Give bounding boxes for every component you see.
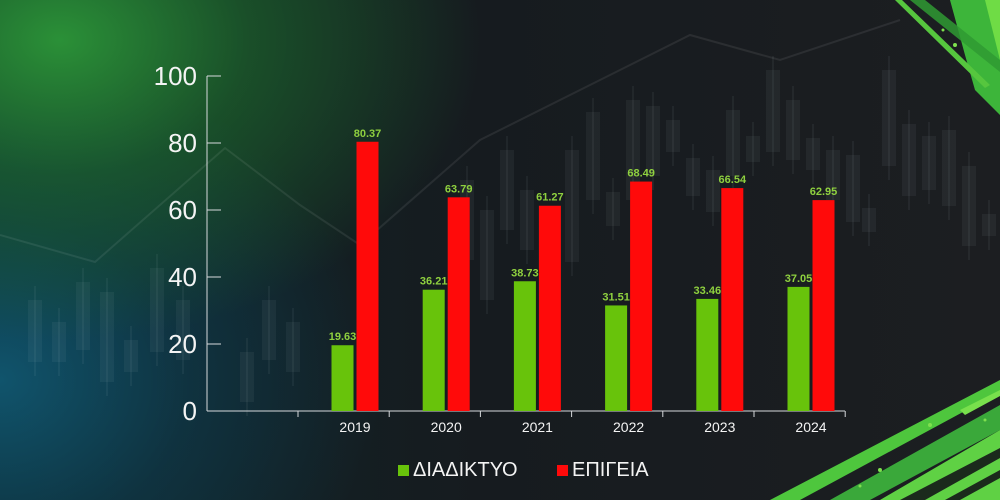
- background-candle: [902, 124, 916, 196]
- background-candle: [826, 150, 840, 200]
- y-tick-label: 60: [168, 195, 197, 225]
- x-tick-label: 2024: [795, 419, 826, 435]
- green-brush-stroke: [985, 0, 1000, 60]
- background-candle: [76, 282, 90, 350]
- background-candle: [882, 70, 896, 166]
- bar-terrestrial-2020: [447, 197, 470, 411]
- background-candle: [176, 300, 190, 360]
- green-brush-stroke: [830, 405, 1000, 500]
- green-brush-stroke: [770, 380, 1000, 500]
- x-tick-label: 2021: [522, 419, 553, 435]
- legend-item-terrestrial: ΕΠΙΓΕΙΑ: [557, 459, 649, 481]
- bar-terrestrial-2019: [356, 141, 379, 411]
- background-candle: [28, 300, 42, 362]
- background-candle: [52, 322, 66, 362]
- background-candle: [586, 112, 600, 200]
- background-candle: [806, 138, 820, 170]
- green-speck: [983, 418, 987, 422]
- y-tick-label: 80: [168, 128, 197, 158]
- x-tick-label: 2023: [704, 419, 735, 435]
- data-label: 33.46: [694, 285, 722, 297]
- legend-label-terrestrial: ΕΠΙΓΕΙΑ: [572, 459, 649, 481]
- bar-internet-2023: [696, 298, 719, 411]
- background-candle: [726, 110, 740, 176]
- background-candle: [942, 130, 956, 206]
- background-candle: [262, 300, 276, 360]
- data-label: 37.05: [785, 273, 813, 285]
- brush-strokes-bottom-right: [770, 380, 1000, 500]
- data-label: 63.79: [445, 183, 473, 195]
- background-candle: [706, 170, 720, 212]
- background-candle: [646, 106, 660, 176]
- bar-internet-2019: [331, 345, 354, 411]
- legend-swatch-green: [398, 464, 409, 476]
- background-candle: [862, 208, 876, 232]
- background-candle: [124, 340, 138, 372]
- background-candle: [565, 150, 579, 262]
- data-label: 68.49: [627, 168, 655, 180]
- bar-terrestrial-2023: [721, 188, 744, 411]
- background-candle: [286, 322, 300, 372]
- background-candle: [846, 155, 860, 222]
- x-tick-label: 2019: [339, 419, 370, 435]
- background-candle: [520, 190, 534, 250]
- background-candle: [746, 136, 760, 162]
- background-candle: [150, 268, 164, 352]
- green-speck: [858, 484, 862, 488]
- background-candle: [500, 150, 514, 230]
- background-candles: [28, 56, 996, 416]
- y-tick-label: 40: [168, 262, 197, 292]
- y-tick-label: 20: [168, 329, 197, 359]
- dark-brush-streak: [900, 448, 1000, 500]
- x-tick-label: 2020: [431, 419, 462, 435]
- background-candle: [666, 120, 680, 152]
- green-brush-stroke: [910, 0, 1000, 72]
- background-trend-line: [0, 19, 901, 264]
- data-label: 61.27: [536, 192, 564, 204]
- bar-internet-2021: [513, 281, 536, 411]
- background-candle: [626, 100, 640, 200]
- bar-terrestrial-2024: [812, 200, 835, 411]
- data-label: 66.54: [719, 174, 747, 186]
- data-label: 36.21: [420, 276, 448, 288]
- x-tick-label: 2022: [613, 419, 644, 435]
- background-candle: [240, 352, 254, 402]
- green-brush-stroke: [880, 430, 1000, 500]
- background-candle: [480, 210, 494, 300]
- green-brush-stroke: [960, 390, 1000, 415]
- background-candle: [786, 100, 800, 160]
- green-speck: [878, 468, 882, 472]
- data-label: 31.51: [602, 291, 630, 303]
- data-label: 80.37: [354, 128, 382, 140]
- legend-item-internet: ΔΙΑΔΙΚΤΥΟ: [398, 459, 518, 481]
- background-candle: [606, 192, 620, 226]
- data-label: 62.95: [810, 186, 838, 198]
- background-candle: [766, 70, 780, 152]
- green-speck: [928, 423, 932, 427]
- background-candle: [686, 158, 700, 196]
- bar-internet-2024: [787, 286, 810, 411]
- background-candle: [962, 166, 976, 246]
- y-tick-label: 100: [154, 61, 197, 91]
- green-speck: [941, 28, 945, 32]
- bar-terrestrial-2022: [630, 181, 653, 411]
- dark-brush-streak: [945, 470, 1000, 500]
- y-tick-label: 0: [183, 396, 197, 426]
- green-speck: [953, 43, 957, 47]
- background-candle: [100, 292, 114, 382]
- data-label: 38.73: [511, 267, 539, 279]
- bar-internet-2020: [422, 289, 445, 411]
- background-candle: [982, 214, 996, 236]
- bar-terrestrial-2021: [538, 205, 561, 411]
- green-brush-stroke: [895, 0, 990, 88]
- brush-strokes-top-right: [895, 0, 1000, 115]
- bar-internet-2022: [605, 305, 628, 411]
- data-label: 19.63: [329, 331, 357, 343]
- background-candle: [922, 136, 936, 190]
- legend-label-internet: ΔΙΑΔΙΚΤΥΟ: [413, 459, 518, 481]
- legend-swatch-red: [557, 464, 568, 476]
